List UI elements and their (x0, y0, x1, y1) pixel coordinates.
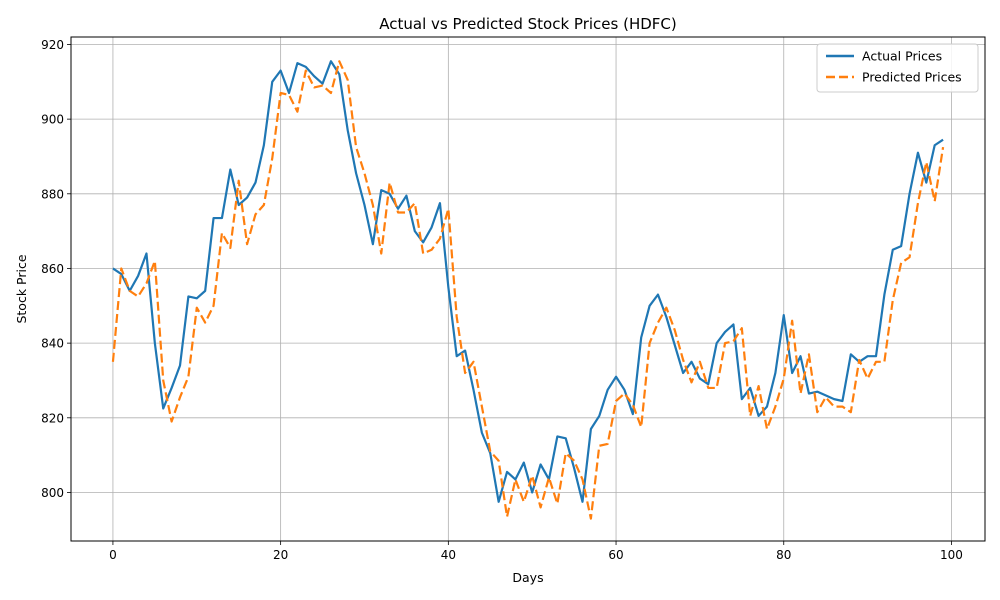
y-tick-label: 860 (41, 262, 64, 276)
x-axis: 0 20 40 60 80 100 (109, 541, 963, 562)
y-tick-label: 840 (41, 337, 64, 351)
y-axis-label: Stock Price (14, 254, 29, 323)
y-tick-label: 820 (41, 411, 64, 425)
y-tick-label: 900 (41, 113, 64, 127)
chart-title: Actual vs Predicted Stock Prices (HDFC) (379, 15, 677, 33)
series-line-predicted (111, 60, 945, 520)
legend-label-predicted: Predicted Prices (862, 70, 962, 85)
x-tick-label: 40 (441, 548, 456, 562)
series-layer (111, 60, 945, 520)
x-tick-label: 20 (273, 548, 288, 562)
legend: Actual Prices Predicted Prices (816, 43, 979, 93)
x-axis-label: Days (512, 570, 543, 585)
plot-frame (70, 36, 986, 542)
legend-box (816, 43, 979, 93)
legend-label-actual: Actual Prices (862, 49, 942, 64)
x-tick-label: 0 (109, 548, 117, 562)
x-tick-label: 80 (776, 548, 791, 562)
x-tick-label: 60 (608, 548, 623, 562)
y-axis: 800 820 840 860 880 900 920 (41, 38, 71, 500)
y-tick-label: 920 (41, 38, 64, 52)
y-tick-label: 800 (41, 486, 64, 500)
y-tick-label: 880 (41, 187, 64, 201)
x-tick-label: 100 (940, 548, 963, 562)
